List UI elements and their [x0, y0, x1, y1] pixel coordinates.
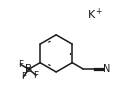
- Text: F: F: [18, 60, 23, 69]
- Text: B: B: [25, 64, 32, 74]
- Text: +: +: [95, 7, 101, 16]
- Text: K: K: [88, 10, 95, 20]
- Text: N: N: [103, 64, 110, 74]
- Text: F: F: [33, 71, 38, 80]
- Text: F: F: [21, 72, 26, 81]
